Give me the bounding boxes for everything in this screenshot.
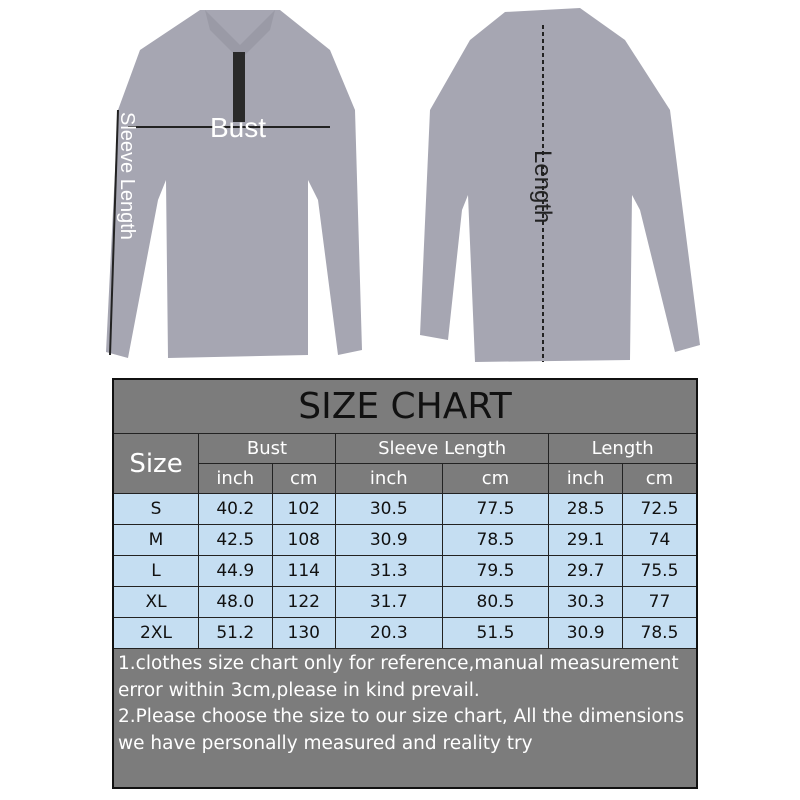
size-cell: 2XL — [112, 617, 199, 649]
unit-header: inch — [548, 463, 623, 494]
value-cell: 30.3 — [548, 586, 623, 618]
value-cell: 114 — [271, 555, 336, 587]
value-cell: 31.7 — [334, 586, 443, 618]
sleeve-length-label: Sleeve Length — [116, 112, 138, 240]
value-cell: 130 — [271, 617, 336, 649]
value-cell: 20.3 — [334, 617, 443, 649]
value-cell: 77 — [621, 586, 698, 618]
table-row: S 40.2 102 30.5 77.5 28.5 72.5 — [112, 493, 698, 525]
note-2: 2.Please choose the size to our size cha… — [118, 706, 685, 754]
value-cell: 78.5 — [441, 524, 550, 556]
bust-label: Bust — [210, 112, 267, 143]
back-shirt — [420, 8, 700, 362]
table-row: M 42.5 108 30.9 78.5 29.1 74 — [112, 524, 698, 556]
value-cell: 40.2 — [198, 493, 273, 525]
value-cell: 30.9 — [334, 524, 443, 556]
value-cell: 48.0 — [198, 586, 273, 618]
size-cell: L — [112, 555, 199, 587]
value-cell: 79.5 — [441, 555, 550, 587]
unit-header: cm — [271, 463, 336, 494]
sleeve-length-header: Sleeve Length — [334, 433, 550, 464]
unit-header: inch — [334, 463, 443, 494]
value-cell: 51.5 — [441, 617, 550, 649]
unit-header: cm — [621, 463, 698, 494]
value-cell: 30.5 — [334, 493, 443, 525]
value-cell: 75.5 — [621, 555, 698, 587]
size-chart-title: SIZE CHART — [112, 378, 698, 434]
value-cell: 80.5 — [441, 586, 550, 618]
value-cell: 122 — [271, 586, 336, 618]
value-cell: 102 — [271, 493, 336, 525]
table-row: 2XL 51.2 130 20.3 51.5 30.9 78.5 — [112, 617, 698, 649]
value-cell: 51.2 — [198, 617, 273, 649]
bust-header: Bust — [198, 433, 336, 464]
length-label: Length — [529, 150, 556, 224]
size-chart-table: SIZE CHART Size Bust Sleeve Length Lengt… — [112, 378, 698, 789]
value-cell: 42.5 — [198, 524, 273, 556]
value-cell: 72.5 — [621, 493, 698, 525]
value-cell: 29.1 — [548, 524, 623, 556]
value-cell: 29.7 — [548, 555, 623, 587]
value-cell: 108 — [271, 524, 336, 556]
size-header: Size — [112, 433, 199, 494]
unit-header: cm — [441, 463, 550, 494]
note-1: 1.clothes size chart only for reference,… — [118, 653, 679, 701]
value-cell: 77.5 — [441, 493, 550, 525]
value-cell: 28.5 — [548, 493, 623, 525]
size-cell: XL — [112, 586, 199, 618]
shirt-illustrations — [106, 8, 700, 362]
table-row: L 44.9 114 31.3 79.5 29.7 75.5 — [112, 555, 698, 587]
size-cell: M — [112, 524, 199, 556]
front-shirt — [106, 10, 362, 358]
value-cell: 74 — [621, 524, 698, 556]
table-row: XL 48.0 122 31.7 80.5 30.3 77 — [112, 586, 698, 618]
unit-header: inch — [198, 463, 273, 494]
length-header: Length — [548, 433, 698, 464]
notes: 1.clothes size chart only for reference,… — [112, 648, 698, 789]
value-cell: 31.3 — [334, 555, 443, 587]
value-cell: 78.5 — [621, 617, 698, 649]
value-cell: 44.9 — [198, 555, 273, 587]
size-cell: S — [112, 493, 199, 525]
value-cell: 30.9 — [548, 617, 623, 649]
